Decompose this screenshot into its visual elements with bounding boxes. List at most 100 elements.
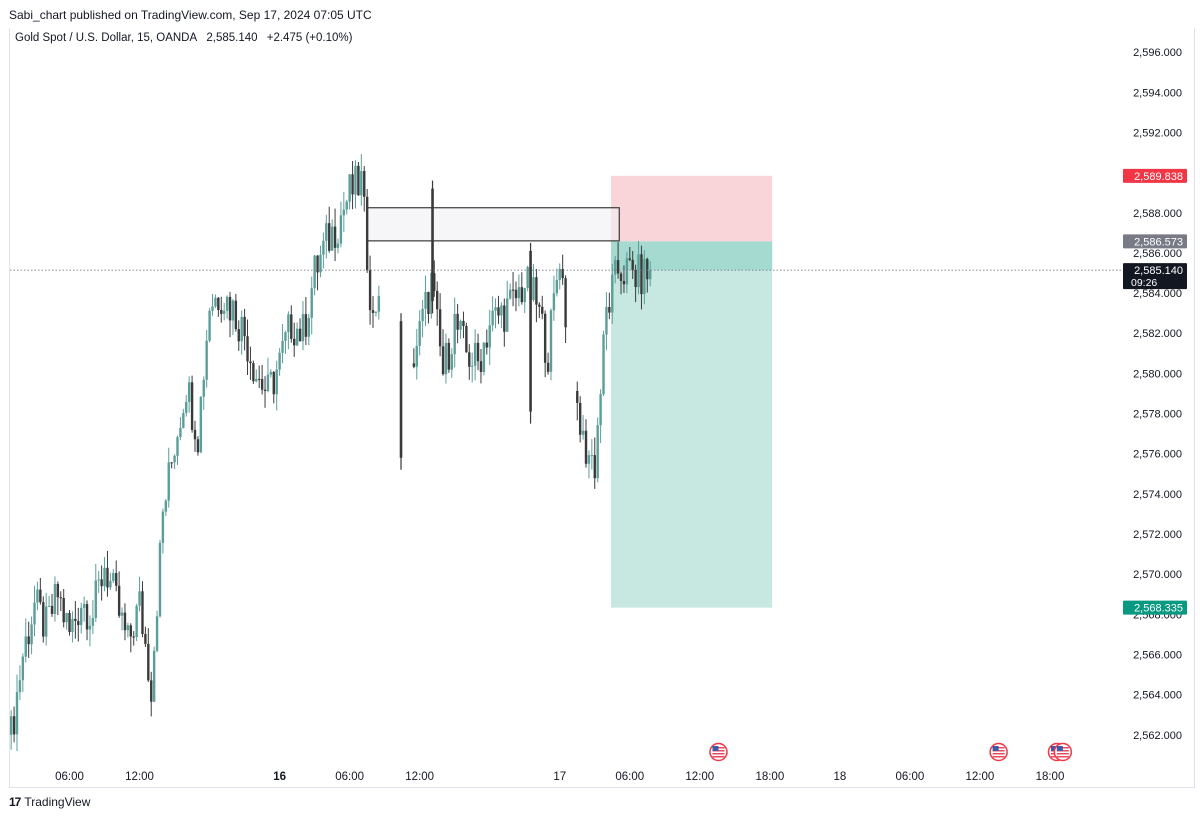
- candle-body: [47, 605, 51, 607]
- candle: [599, 389, 602, 444]
- candle-body: [471, 365, 474, 367]
- candle: [351, 161, 354, 210]
- candle-body: [243, 316, 246, 337]
- candle: [584, 419, 588, 468]
- symbol-legend[interactable]: Gold Spot / U.S. Dollar, 15, OANDA 2,585…: [15, 32, 358, 44]
- x-tick-label: 12:00: [685, 771, 714, 783]
- candle-body: [295, 328, 299, 346]
- candle: [605, 292, 608, 351]
- candle-body: [602, 334, 605, 395]
- candle: [115, 560, 118, 592]
- y-tick-label: 2,580.000: [1133, 368, 1182, 380]
- candle-body: [564, 278, 567, 328]
- candle: [220, 296, 223, 323]
- last-price-badge-countdown: 09:26: [1131, 277, 1157, 289]
- candle: [255, 369, 258, 383]
- candle: [450, 348, 453, 378]
- candle: [447, 338, 451, 373]
- candle-body: [240, 316, 243, 342]
- candle: [517, 274, 521, 307]
- candle: [120, 607, 124, 631]
- candle: [222, 302, 226, 321]
- candle: [491, 296, 494, 332]
- candle-body: [263, 389, 267, 391]
- candle-body: [330, 226, 334, 251]
- x-tick-label: 12:00: [405, 771, 434, 783]
- candle: [228, 291, 232, 338]
- candle: [59, 591, 62, 612]
- candle-body: [307, 317, 311, 337]
- candle: [365, 189, 369, 273]
- stop-loss-zone: [611, 175, 773, 242]
- candle-body: [549, 310, 553, 372]
- candle: [377, 285, 381, 320]
- candle: [476, 333, 480, 371]
- candle: [602, 330, 605, 397]
- candle-body: [39, 589, 42, 603]
- candle: [500, 302, 503, 329]
- candle: [272, 371, 275, 404]
- candle: [278, 348, 281, 376]
- candle-body: [561, 268, 564, 279]
- candle-body: [170, 462, 173, 464]
- candle: [287, 311, 290, 350]
- candle-body: [199, 396, 203, 453]
- candle-body: [365, 196, 369, 271]
- candle: [295, 322, 299, 347]
- candle-body: [185, 401, 188, 414]
- candle-body: [152, 650, 156, 702]
- candle-body: [228, 296, 232, 321]
- candle: [459, 319, 462, 339]
- candle: [310, 276, 313, 335]
- candle-body: [354, 165, 357, 195]
- candle: [444, 333, 448, 384]
- candle: [12, 706, 16, 743]
- candle: [342, 192, 346, 233]
- candle: [27, 621, 30, 658]
- candle-body: [112, 573, 115, 581]
- x-tick-label: 18:00: [755, 771, 784, 783]
- candle: [421, 300, 424, 338]
- candle-body: [538, 304, 541, 307]
- candle: [225, 295, 229, 319]
- candle-body: [106, 567, 109, 588]
- candle-body: [468, 352, 471, 367]
- candle: [106, 550, 109, 597]
- candle: [117, 571, 121, 618]
- y-tick-label: 2,564.000: [1133, 690, 1182, 702]
- candle: [552, 275, 556, 321]
- candle-body: [141, 591, 144, 635]
- candle-body: [53, 583, 57, 614]
- candle: [649, 261, 652, 287]
- candle-body: [120, 612, 124, 616]
- candle-body: [611, 274, 614, 313]
- x-tick-label: 06:00: [335, 771, 364, 783]
- candle: [284, 330, 287, 354]
- candle: [412, 348, 416, 369]
- candle: [418, 310, 421, 356]
- candle-body: [91, 617, 95, 626]
- candle: [150, 671, 153, 717]
- candle-body: [605, 306, 608, 335]
- candle: [360, 154, 363, 206]
- candle-body: [36, 589, 39, 603]
- candle-body: [77, 620, 80, 625]
- candle-body: [465, 325, 468, 353]
- candle: [155, 610, 159, 653]
- candle-body: [578, 402, 582, 435]
- candle-body: [622, 280, 626, 285]
- candle: [260, 364, 264, 395]
- candle: [144, 626, 147, 647]
- candle-body: [482, 342, 486, 373]
- candle: [357, 161, 360, 196]
- candle: [97, 570, 100, 593]
- y-tick-label: 2,584.000: [1133, 288, 1182, 300]
- candle-body: [435, 290, 439, 310]
- candle-body: [82, 604, 86, 608]
- candle: [217, 296, 220, 317]
- candle-body: [348, 174, 351, 202]
- candle: [100, 565, 103, 601]
- candle-body: [555, 279, 559, 294]
- candle: [637, 240, 640, 295]
